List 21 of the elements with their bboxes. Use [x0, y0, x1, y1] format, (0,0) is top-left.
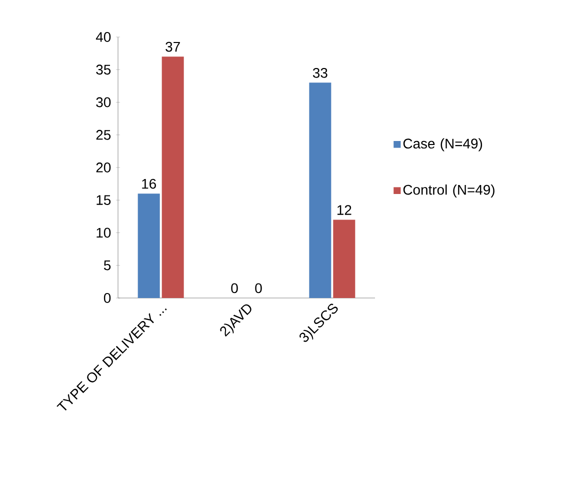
y-tick-label: 0 [104, 293, 111, 303]
bar [309, 82, 332, 298]
legend-label: Case (N=49) [403, 138, 482, 152]
bar [138, 194, 160, 298]
y-tick-label: 15 [96, 195, 111, 205]
y-tick-label: 20 [96, 162, 111, 172]
y-tick-label: 30 [96, 97, 111, 108]
y-tick-label: 35 [96, 64, 111, 75]
data-label: 0 [231, 283, 238, 294]
legend-label: Control (N=49) [403, 184, 494, 198]
y-tick-label: 40 [96, 32, 111, 42]
data-label: 33 [312, 68, 328, 78]
data-label: 16 [142, 178, 156, 189]
data-label: 12 [337, 205, 352, 215]
data-label: 37 [166, 42, 180, 52]
y-tick-label: 25 [96, 130, 111, 140]
data-label: 0 [255, 283, 262, 294]
bar [162, 56, 184, 298]
bar [333, 220, 356, 298]
y-tick-label: 5 [104, 260, 111, 270]
y-tick-label: 10 [96, 228, 111, 238]
